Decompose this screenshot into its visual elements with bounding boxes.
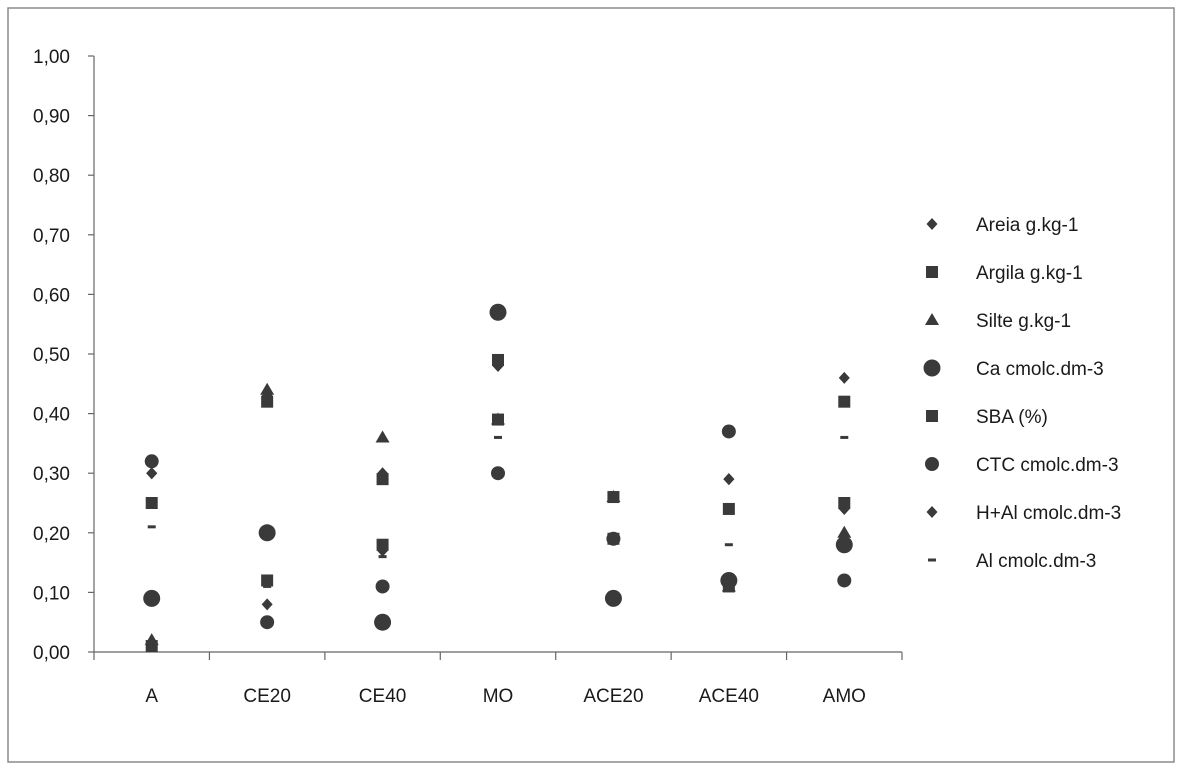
data-point [838, 371, 850, 384]
data-point [837, 525, 852, 538]
legend-label: Al cmolc.dm-3 [976, 551, 1096, 572]
legend-marker [926, 266, 938, 278]
legend-marker [925, 457, 939, 471]
data-point [147, 525, 156, 529]
data-point [494, 435, 502, 439]
y-tick-label: 0,70 [33, 226, 70, 247]
data-point [724, 543, 733, 547]
data-point [492, 413, 504, 426]
data-point [723, 473, 735, 486]
data-point [607, 491, 619, 504]
data-point [604, 589, 622, 607]
legend-marker [926, 506, 938, 518]
x-axis-ticks: A CE20 CE40 MO ACE20 ACE40 AMO [93, 652, 903, 707]
data-point [374, 613, 392, 631]
x-tick-label: A [145, 686, 158, 707]
legend-label: Areia g.kg-1 [976, 215, 1078, 236]
y-tick-label: 0,30 [33, 464, 70, 485]
data-point [261, 574, 274, 587]
data-point [838, 502, 850, 515]
data-point [375, 579, 390, 594]
data-point [260, 615, 275, 630]
x-tick-label: ACE40 [699, 686, 759, 707]
y-tick-label: 0,00 [33, 643, 70, 664]
legend-marker [923, 359, 941, 377]
y-tick-label: 0,40 [33, 405, 70, 426]
data-point [837, 573, 852, 588]
y-tick-label: 0,80 [33, 166, 70, 187]
data-point [258, 524, 276, 542]
data-point [145, 640, 158, 653]
data-point [838, 395, 851, 408]
y-tick-label: 0,10 [33, 583, 70, 604]
data-point [261, 598, 273, 611]
y-tick-label: 0,60 [33, 285, 70, 306]
legend-label: Argila g.kg-1 [976, 263, 1083, 284]
y-axis-ticks: 1,00 0,90 0,80 0,70 0,60 0,50 0,40 0,30 0,20 0,10… [33, 47, 94, 664]
x-tick-label: ACE20 [583, 686, 643, 707]
x-tick-label: CE40 [359, 686, 407, 707]
legend-marker [926, 218, 938, 230]
data-point [835, 536, 853, 554]
data-point [145, 497, 158, 509]
legend-label: CTC cmolc.dm-3 [976, 455, 1119, 476]
data-point [491, 466, 505, 481]
data-point [376, 538, 389, 551]
data-point [144, 454, 159, 469]
data-point [263, 584, 272, 588]
data-point [489, 303, 507, 321]
y-tick-label: 1,00 [33, 47, 70, 68]
data-point [722, 580, 735, 593]
data-points [143, 303, 853, 653]
data-point [840, 435, 849, 439]
legend-marker [925, 313, 939, 325]
x-tick-label: AMO [823, 686, 866, 707]
y-tick-label: 0,20 [33, 524, 70, 545]
chart-frame [7, 7, 1175, 763]
data-point [378, 555, 387, 559]
data-point [377, 467, 389, 480]
data-point [492, 359, 504, 372]
legend-marker [928, 558, 936, 562]
data-point [609, 537, 618, 541]
x-tick-label: CE20 [243, 686, 291, 707]
legend-marker [926, 410, 938, 422]
legend-label: Ca cmolc.dm-3 [976, 359, 1104, 380]
data-point [143, 589, 161, 607]
data-point [721, 424, 736, 439]
data-point [375, 430, 390, 443]
legend-label: Silte g.kg-1 [976, 311, 1071, 332]
legend: Areia g.kg-1 Argila g.kg-1 Silte g.kg-1 Ca … [923, 215, 1121, 572]
legend-label: H+Al cmolc.dm-3 [976, 503, 1121, 524]
y-tick-label: 0,90 [33, 107, 70, 128]
legend-label: SBA (%) [976, 407, 1048, 428]
y-tick-label: 0,50 [33, 345, 70, 366]
data-point [260, 382, 275, 395]
data-point [146, 467, 158, 480]
x-tick-label: MO [483, 686, 514, 707]
data-point [261, 389, 273, 402]
data-point [722, 502, 735, 515]
